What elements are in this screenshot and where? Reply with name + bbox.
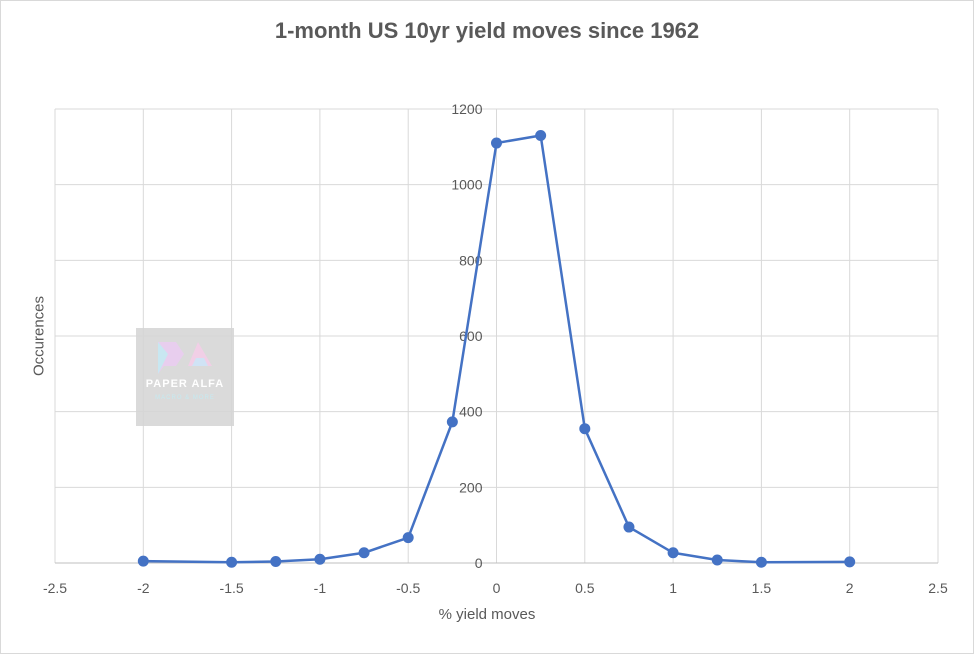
data-point [402, 532, 414, 544]
data-point [535, 129, 547, 141]
data-point [711, 554, 723, 566]
y-tick-label: 1000 [451, 177, 482, 193]
y-tick-label: 0 [475, 555, 483, 571]
watermark-tagline: MACRO & MORE [155, 395, 215, 401]
watermark-name: PAPER ALFA [145, 378, 225, 390]
watermark-logo: PAPER ALFA MACRO & MORE [136, 328, 234, 426]
chart-title: 1-month US 10yr yield moves since 1962 [274, 18, 700, 43]
data-point [137, 555, 149, 567]
data-point [446, 416, 458, 428]
y-tick-label: 600 [459, 328, 483, 344]
data-point [226, 556, 238, 568]
x-tick-label: 2.5 [928, 580, 948, 596]
series-group [137, 129, 856, 568]
data-point [579, 423, 591, 435]
x-tick-label: 0.5 [575, 580, 595, 596]
data-point [358, 547, 370, 559]
data-point [270, 555, 282, 567]
y-tick-label: 200 [459, 479, 483, 495]
x-tick-label: -1.5 [220, 580, 244, 596]
x-tick-label: -2.5 [43, 580, 67, 596]
data-point [623, 521, 635, 533]
x-tick-label: 0 [493, 580, 501, 596]
x-tick-label: -2 [137, 580, 150, 596]
y-tick-label: 400 [459, 404, 483, 420]
x-tick-labels: -2.5 -2 -1.5 -1 -0.5 0 0.5 1 1.5 2 2.5 [43, 580, 948, 596]
data-point [755, 556, 767, 568]
x-tick-label: -1 [314, 580, 327, 596]
x-tick-label: 1.5 [752, 580, 772, 596]
x-axis-label: % yield moves [438, 606, 536, 623]
data-point [844, 556, 856, 568]
x-tick-label: 2 [846, 580, 854, 596]
data-point [314, 553, 326, 565]
pa-logo-icon [158, 342, 212, 374]
x-tick-label: 1 [669, 580, 677, 596]
data-point [491, 137, 502, 149]
data-point [667, 547, 679, 559]
y-tick-label: 1200 [451, 101, 482, 117]
x-tick-label: -0.5 [396, 580, 420, 596]
grid-lines [54, 108, 939, 564]
